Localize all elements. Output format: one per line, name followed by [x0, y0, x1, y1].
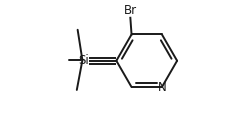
Text: N: N	[158, 81, 166, 94]
Text: Br: Br	[124, 4, 137, 17]
Text: Si: Si	[78, 54, 89, 67]
